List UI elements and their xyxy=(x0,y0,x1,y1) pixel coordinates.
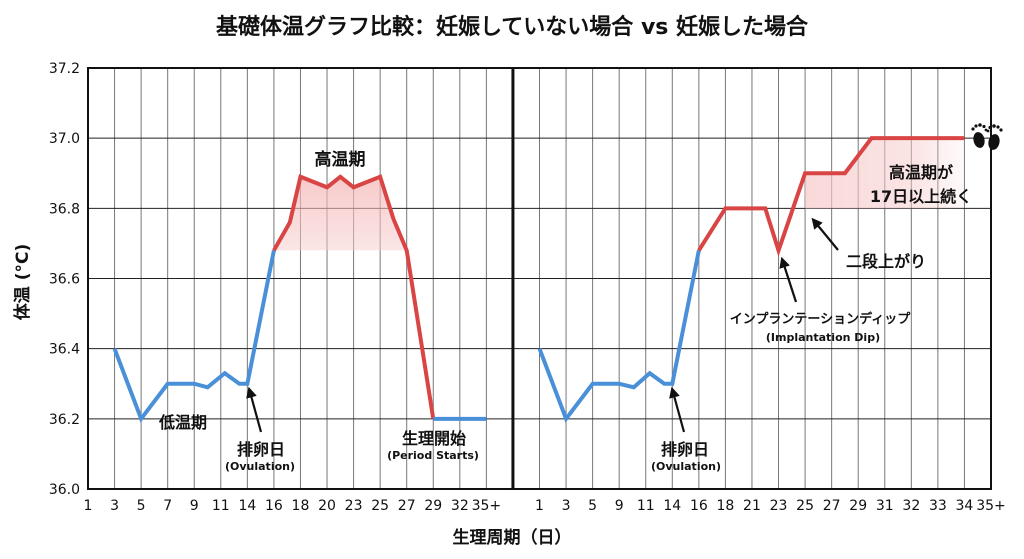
y-tick-labels: 37.2 37.0 36.8 36.6 36.4 36.2 36.0 xyxy=(49,61,80,498)
high-phase-line xyxy=(697,136,965,257)
y-tick-label: 37.0 xyxy=(49,131,80,147)
annotation-ovulation-en-left: (Ovulation) xyxy=(225,460,295,473)
y-tick-label: 37.2 xyxy=(49,61,80,77)
annotation-ovulation-left: 排卵日 xyxy=(237,440,285,459)
x-tick-label: 11 xyxy=(212,498,230,514)
x-tick-label: 31 xyxy=(876,498,894,514)
x-tick-label: 29 xyxy=(849,498,867,514)
annotation-low-phase: 低温期 xyxy=(158,413,207,432)
x-tick-label: 27 xyxy=(823,498,841,514)
x-tick-label: 27 xyxy=(398,498,416,514)
x-tick-label: 33 xyxy=(929,498,947,514)
annotation-two-step-rise: 二段上がり xyxy=(846,252,926,271)
annotation-implantation-dip: インプランテーションディップ xyxy=(730,311,911,327)
y-tick-label: 36.0 xyxy=(49,482,80,498)
arrow-ovulation-right xyxy=(669,386,686,433)
x-tick-label: 1 xyxy=(535,498,544,514)
x-tick-label: 3 xyxy=(562,498,571,514)
annotation-implantation-dip-en: (Implantation Dip) xyxy=(766,331,880,344)
x-tick-label: 14 xyxy=(238,498,256,514)
x-tick-label: 25 xyxy=(371,498,389,514)
annotation-period-starts-en: (Period Starts) xyxy=(387,449,479,462)
high-phase-fills xyxy=(273,138,965,251)
x-tick-label: 32 xyxy=(451,498,469,514)
y-tick-label: 36.8 xyxy=(49,201,80,217)
annotation-high-phase-continues-1: 高温期が xyxy=(889,163,953,182)
high-phase-fill xyxy=(805,138,965,209)
annotation-ovulation-en-right: (Ovulation) xyxy=(651,460,721,473)
x-tick-label: 21 xyxy=(743,498,761,514)
x-tick-label: 9 xyxy=(190,498,199,514)
annotation-high-phase-left: 高温期 xyxy=(315,149,366,170)
x-tick-labels: 1 3 5 7 9 11 14 16 18 20 23 25 27 29 32 35+ 1 3 5 9 11 14 16 18… xyxy=(84,498,1006,514)
series-lines xyxy=(112,136,965,423)
x-axis-label: 生理周期（日） xyxy=(453,527,572,548)
x-tick-label: 20 xyxy=(318,498,336,514)
plot-border xyxy=(87,67,992,490)
grid xyxy=(88,67,991,490)
x-tick-label: 9 xyxy=(615,498,624,514)
x-tick-label: 32 xyxy=(902,498,920,514)
annotation-period-starts: 生理開始 xyxy=(402,429,466,448)
x-tick-label: 16 xyxy=(265,498,283,514)
y-tick-label: 36.4 xyxy=(49,342,80,358)
x-tick-label: 35+ xyxy=(472,498,502,514)
x-tick-label: 23 xyxy=(770,498,788,514)
x-tick-label: 16 xyxy=(690,498,708,514)
annotation-high-phase-continues-2: 17日以上続く xyxy=(870,187,972,206)
arrow-two-step-rise xyxy=(811,217,839,251)
x-tick-label: 5 xyxy=(137,498,146,514)
high-phase-fill xyxy=(273,176,407,251)
x-tick-label: 23 xyxy=(345,498,363,514)
x-tick-label: 18 xyxy=(716,498,734,514)
x-tick-label: 14 xyxy=(663,498,681,514)
x-tick-label: 35+ xyxy=(976,498,1006,514)
x-tick-label: 7 xyxy=(163,498,172,514)
high-phase-line xyxy=(272,174,436,420)
y-tick-label: 36.6 xyxy=(49,272,80,288)
plot-frame xyxy=(87,67,992,490)
arrow-implantation-dip xyxy=(779,256,798,303)
baby-footprints-icon xyxy=(971,123,1003,150)
x-tick-label: 3 xyxy=(110,498,119,514)
x-tick-label: 34 xyxy=(956,498,974,514)
x-tick-label: 18 xyxy=(292,498,310,514)
x-tick-label: 25 xyxy=(796,498,814,514)
arrow-ovulation-left xyxy=(246,386,263,433)
x-tick-label: 29 xyxy=(424,498,442,514)
x-tick-label: 11 xyxy=(637,498,655,514)
annotation-ovulation-right: 排卵日 xyxy=(661,440,709,459)
chart-title: 基礎体温グラフ比較：妊娠していない場合 vs 妊娠した場合 xyxy=(216,14,809,40)
x-tick-label: 1 xyxy=(84,498,93,514)
y-tick-label: 36.2 xyxy=(49,412,80,428)
y-axis-label: 体温 (°C) xyxy=(12,244,33,320)
x-tick-label: 5 xyxy=(588,498,597,514)
